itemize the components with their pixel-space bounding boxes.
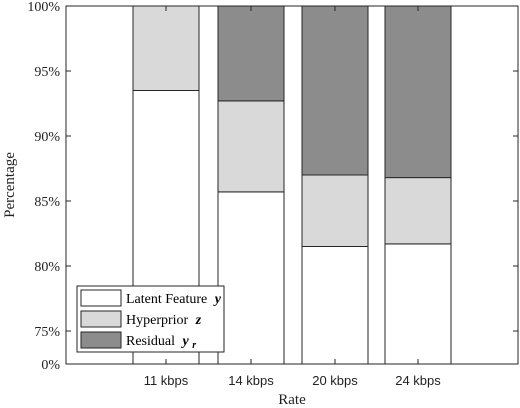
legend-entry-residual: Residual y r xyxy=(80,331,196,351)
legend-entry-latent-feature: Latent Feature y xyxy=(80,289,222,307)
legend-label-residual: Residual xyxy=(126,334,175,349)
y-tick-label: 75% xyxy=(34,325,60,340)
legend-swatch-latent-feature xyxy=(80,289,122,307)
x-tick-label: 14 kbps xyxy=(228,373,274,388)
bars-group xyxy=(132,5,452,365)
legend: Latent Feature y Hyperprior z Residual y… xyxy=(76,285,225,353)
bar-latent-feature-14-kbps xyxy=(217,191,285,365)
y-tick-label: 90% xyxy=(34,130,60,145)
y-tick-label: 0% xyxy=(41,358,60,373)
bar-residual-14-kbps xyxy=(217,5,285,102)
legend-symbol-y-r: y xyxy=(181,334,190,349)
bar-residual-20-kbps xyxy=(301,5,369,176)
bar-residual-24-kbps xyxy=(384,5,452,179)
legend-symbol-subscript-r: r xyxy=(192,340,196,351)
bar-hyperprior-14-kbps xyxy=(217,100,285,193)
legend-symbol-y: y xyxy=(213,292,222,307)
svg-text:Latent Feature y: Latent Feature y xyxy=(126,292,222,307)
x-tick-label: 24 kbps xyxy=(395,373,441,388)
legend-swatch-hyperprior xyxy=(80,310,122,328)
x-axis-title: Rate xyxy=(278,392,306,408)
legend-symbol-z: z xyxy=(195,313,202,328)
svg-text:Residual y r: Residual y r xyxy=(126,334,196,351)
bar-latent-feature-20-kbps xyxy=(301,246,369,365)
legend-label-latent-feature: Latent Feature xyxy=(126,292,207,307)
x-tick-label: 11 kbps xyxy=(144,373,189,388)
x-tick-label: 20 kbps xyxy=(312,373,358,388)
y-axis-title: Percentage xyxy=(2,152,18,218)
y-tick-label: 95% xyxy=(34,65,60,80)
bar-hyperprior-20-kbps xyxy=(301,174,369,247)
y-tick-label: 100% xyxy=(27,0,60,15)
legend-swatch-residual xyxy=(80,331,122,349)
legend-entry-hyperprior: Hyperprior z xyxy=(80,310,202,328)
svg-text:Hyperprior z: Hyperprior z xyxy=(126,313,202,328)
bar-hyperprior-11-kbps xyxy=(132,5,200,91)
x-axis-ticks: 11 kbps 14 kbps 20 kbps 24 kbps xyxy=(144,6,441,388)
bar-hyperprior-24-kbps xyxy=(384,177,452,245)
plot-area-frame xyxy=(65,5,519,365)
y-tick-label: 85% xyxy=(34,195,60,210)
y-axis-ticks: 0% 75% 80% 85% 90% 95% 100% xyxy=(27,0,518,373)
legend-label-hyperprior: Hyperprior xyxy=(126,313,189,328)
bar-latent-feature-24-kbps xyxy=(384,243,452,365)
y-tick-label: 80% xyxy=(34,260,60,275)
